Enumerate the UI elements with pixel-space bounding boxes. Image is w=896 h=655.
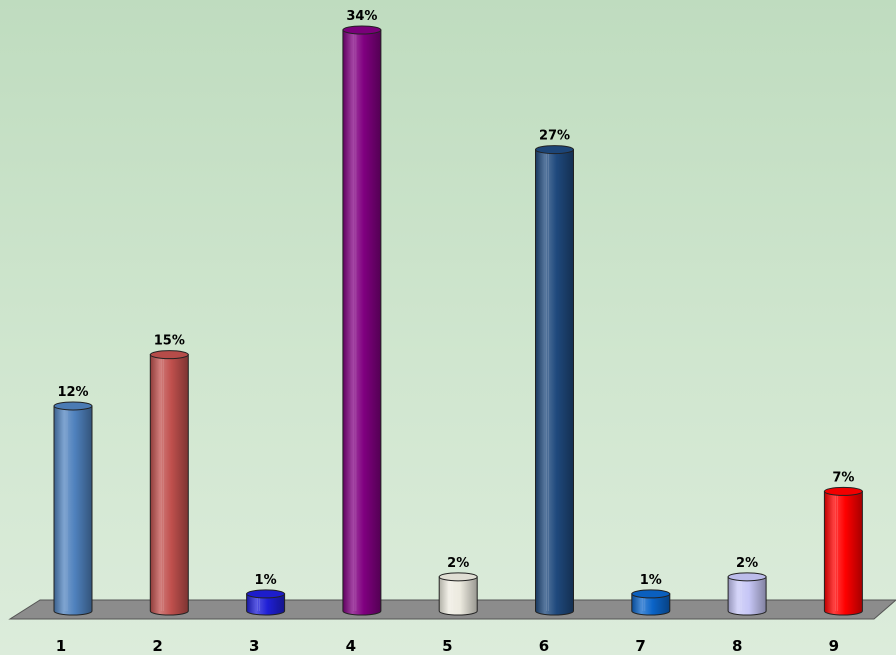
- data-label: 2%: [736, 556, 758, 571]
- bar-top: [631, 589, 671, 599]
- data-label: 7%: [832, 470, 854, 485]
- bar-body: [246, 593, 286, 616]
- bar-4: [342, 25, 382, 616]
- bar-top: [438, 572, 478, 582]
- bar-3: [246, 589, 286, 616]
- data-label: 34%: [346, 9, 377, 24]
- bar-8: [727, 572, 767, 616]
- bar-top: [53, 401, 93, 411]
- data-label: 27%: [539, 129, 570, 144]
- x-tick-label: 7: [635, 637, 645, 655]
- x-tick-label: 6: [539, 637, 549, 655]
- x-tick-label: 9: [829, 637, 839, 655]
- bar-9: [823, 486, 863, 616]
- bar-body: [438, 576, 478, 616]
- bar-6: [535, 145, 574, 616]
- x-tick-label: 8: [732, 637, 742, 655]
- bar-body: [631, 593, 671, 616]
- bar-body: [149, 354, 189, 616]
- x-tick-label: 3: [249, 637, 259, 655]
- x-tick-label: 2: [152, 637, 162, 655]
- data-label: 15%: [154, 334, 185, 349]
- bar-body: [53, 405, 93, 616]
- data-label: 2%: [447, 556, 469, 571]
- bar-top: [246, 589, 286, 599]
- bar-5: [438, 572, 478, 616]
- data-label: 1%: [640, 573, 662, 588]
- x-tick-label: 1: [56, 637, 66, 655]
- bar-body: [535, 149, 574, 616]
- data-label: 12%: [57, 385, 88, 400]
- bar-top: [823, 486, 863, 496]
- bar-7: [631, 589, 671, 616]
- x-tick-label: 4: [346, 637, 356, 655]
- x-tick-label: 5: [442, 637, 452, 655]
- bar-top: [727, 572, 767, 582]
- bar-1: [53, 401, 93, 616]
- bar-top: [342, 25, 382, 35]
- bar-2: [149, 350, 189, 616]
- bar-top: [149, 350, 189, 360]
- data-label: 1%: [255, 573, 277, 588]
- bar-top: [535, 145, 574, 155]
- bar-body: [727, 576, 767, 616]
- bar-body: [342, 29, 382, 616]
- bar-body: [823, 490, 863, 616]
